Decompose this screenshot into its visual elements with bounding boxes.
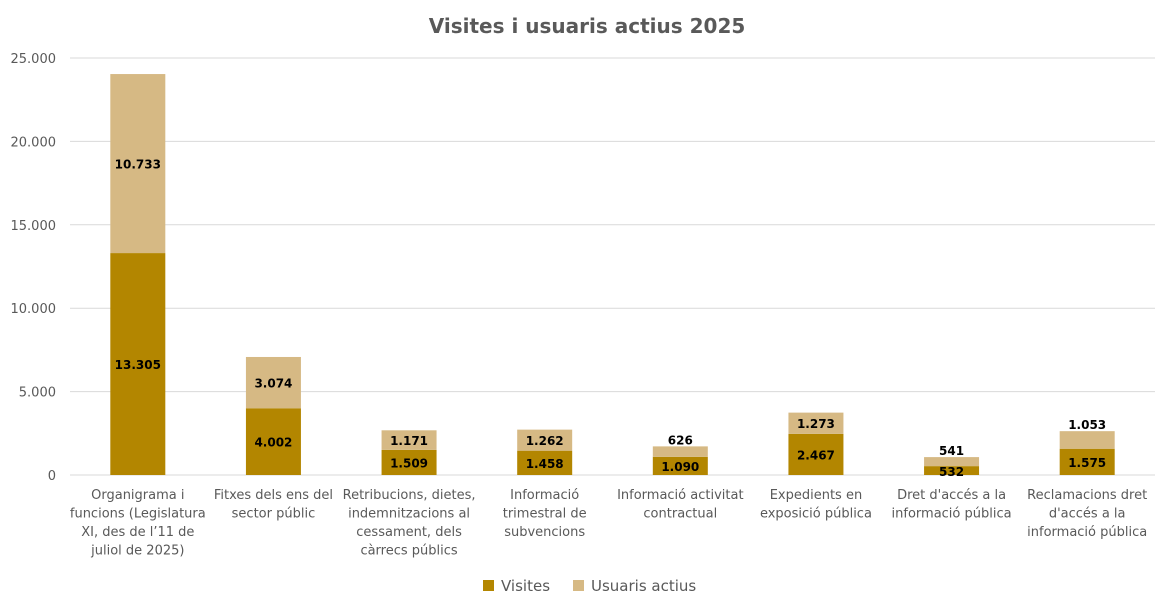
- x-tick-label-line: informació pública: [892, 507, 1012, 522]
- bar-usuaris-actius: [924, 457, 980, 467]
- bars: [110, 74, 1115, 475]
- legend-label-usuaris-actius: Usuaris actius: [591, 577, 696, 593]
- bar-usuaris-actius: [652, 446, 708, 457]
- x-tick-label-line: Reclamacions dret: [1027, 488, 1147, 503]
- bar-usuaris-actius: [110, 74, 166, 254]
- legend-label-visites: Visites: [501, 577, 550, 593]
- x-tick-label-line: Fitxes dels ens del: [214, 488, 333, 503]
- data-label: 532: [939, 465, 964, 479]
- legend-swatch-usuaris-actius: [573, 580, 584, 591]
- x-tick-label: Informació activitat contractual: [617, 488, 743, 522]
- bar-visites: [1059, 448, 1115, 475]
- x-tick-label: Dret d'accés a la informació pública: [892, 488, 1012, 522]
- data-label: 2.467: [797, 448, 835, 462]
- data-label: 1.090: [661, 460, 699, 474]
- x-tick-label-line: subvencions: [504, 525, 585, 540]
- data-label: 10.733: [115, 158, 161, 172]
- x-tick-label-line: Retribucions, dietes,: [343, 488, 476, 503]
- y-tick-label: 15.000: [11, 219, 57, 234]
- y-tick-label: 5.000: [19, 386, 56, 401]
- legend: Visites Usuaris actius: [483, 577, 696, 593]
- x-tick-label-line: Organigrama i: [91, 488, 184, 503]
- data-label: 1.273: [797, 417, 835, 431]
- y-tick-label: 10.000: [11, 302, 57, 317]
- bar-visites: [652, 456, 708, 475]
- data-label: 1.053: [1068, 418, 1106, 432]
- bar-visites: [381, 449, 437, 475]
- x-axis: Organigrama i funcions (Legislatura XI, de…: [70, 488, 1147, 559]
- data-label: 541: [939, 444, 964, 458]
- x-tick-label: Retribucions, dietes, indemnitzacions al c…: [343, 488, 476, 559]
- bar-visites: [788, 433, 844, 475]
- chart-title: Visites i usuaris actius 2025: [429, 14, 746, 38]
- x-tick-label-line: Informació: [510, 488, 579, 503]
- data-label: 4.002: [254, 436, 292, 450]
- y-tick-label: 0: [48, 469, 56, 484]
- y-axis: 0 5.000 10.000 15.000 20.000 25.000: [11, 52, 57, 484]
- bar-usuaris-actius: [788, 412, 844, 434]
- data-label: 1.458: [526, 457, 564, 471]
- data-label: 1.171: [390, 434, 428, 448]
- bar-usuaris-actius: [381, 430, 437, 450]
- x-tick-label-line: cessament, dels: [356, 525, 462, 540]
- data-label: 626: [668, 433, 693, 447]
- x-tick-label-line: Expedients en: [770, 488, 863, 503]
- x-tick-label-line: indemnitzacions al: [348, 507, 470, 522]
- x-tick-label: Informació trimestral de subvencions: [503, 488, 587, 540]
- bar-visites: [924, 466, 980, 475]
- data-label: 1.509: [390, 456, 428, 470]
- data-label: 1.262: [526, 434, 564, 448]
- x-tick-label-line: Dret d'accés a la: [897, 488, 1006, 503]
- x-tick-label-line: XI, des de l’11 de: [81, 525, 194, 540]
- data-label: 1.575: [1068, 456, 1106, 470]
- x-tick-label-line: exposició pública: [760, 507, 872, 522]
- x-tick-label-line: informació pública: [1027, 525, 1147, 540]
- x-tick-label-line: juliol de 2025): [90, 544, 184, 559]
- x-tick-label-line: d'accés a la: [1049, 507, 1126, 522]
- y-tick-label: 20.000: [11, 135, 57, 150]
- x-tick-label-line: funcions (Legislatura: [70, 507, 206, 522]
- x-tick-label-line: trimestral de: [503, 507, 587, 522]
- gridlines: [70, 57, 1155, 476]
- bar-usuaris-actius: [517, 429, 573, 451]
- data-label: 13.305: [115, 358, 161, 372]
- bar-visites: [245, 408, 301, 475]
- x-tick-label: Fitxes dels ens del sector públic: [214, 488, 333, 522]
- x-tick-label: Organigrama i funcions (Legislatura XI, de…: [70, 488, 206, 559]
- bar-usuaris-actius: [1059, 431, 1115, 449]
- x-tick-label: Expedients en exposició pública: [760, 488, 872, 522]
- bar-visites: [110, 253, 166, 475]
- x-tick-label: Reclamacions dret d'accés a la informació …: [1027, 488, 1147, 540]
- legend-swatch-visites: [483, 580, 494, 591]
- y-tick-label: 25.000: [11, 52, 57, 67]
- bar-visites: [517, 450, 573, 475]
- bar-usuaris-actius: [245, 356, 301, 409]
- x-tick-label-line: contractual: [643, 507, 717, 522]
- data-labels: 13.305 10.733 4.002 3.074 1.509 1.171 1.458 1.2…: [115, 158, 1107, 479]
- data-label: 3.074: [254, 377, 292, 391]
- x-tick-label-line: sector públic: [232, 507, 316, 522]
- x-tick-label-line: càrrecs públics: [360, 544, 457, 559]
- x-tick-label-line: Informació activitat: [617, 488, 743, 503]
